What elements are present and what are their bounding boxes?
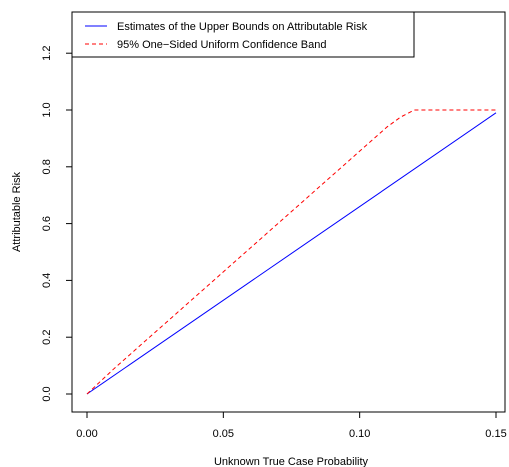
series-line-confidence-band (86, 109, 496, 395)
y-tick-label: 0.4 (41, 273, 53, 288)
legend-box (71, 11, 415, 58)
y-tick-label: 1.2 (41, 46, 53, 61)
series-layer (86, 109, 497, 395)
y-tick-label: 1.0 (41, 102, 53, 117)
x-tick-label: 0.15 (485, 428, 506, 440)
y-axis-ticks: 0.0 0.2 0.4 0.6 0.8 1.0 1.2 (41, 46, 72, 402)
y-axis-label: Attributable Risk (11, 171, 23, 252)
y-tick-label: 0.0 (41, 386, 53, 401)
legend: Estimates of the Upper Bounds on Attribu… (71, 11, 415, 58)
series-line-upper-bound (86, 112, 497, 395)
legend-label-confidence-band: 95% One−Sided Uniform Confidence Band (117, 39, 326, 51)
legend-label-upper-bound: Estimates of the Upper Bounds on Attribu… (117, 21, 368, 33)
x-tick-label: 0.10 (349, 428, 370, 440)
plot-frame (71, 11, 506, 413)
y-tick-label: 0.2 (41, 330, 53, 345)
x-axis-label: Unknown True Case Probability (214, 456, 369, 467)
y-tick-label: 0.6 (41, 216, 53, 231)
x-tick-label: 0.05 (213, 428, 234, 440)
x-tick-label: 0.00 (76, 428, 97, 440)
y-tick-label: 0.8 (41, 159, 53, 174)
x-axis-ticks: 0.00 0.05 0.10 0.15 (76, 412, 507, 440)
